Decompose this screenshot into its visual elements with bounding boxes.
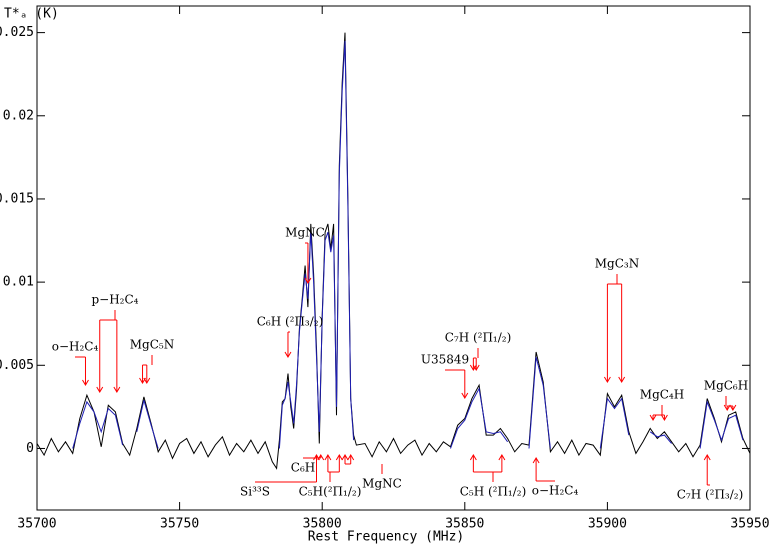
arrow-head [341,454,349,461]
arrow-head [469,454,477,461]
y-tick-label: 0.005 [0,358,34,373]
y-tick-label: 0.015 [0,191,34,206]
arrow-head [649,414,657,421]
arrow-head [317,454,325,461]
arrow-head [113,386,121,393]
x-axis-label: Rest Frequency (MHz) [308,530,465,545]
arrow-head [324,454,332,461]
annotation-label: o−H₂C₄ [52,340,99,354]
annotation-label: C₇H (²Π₃/₂) [677,488,744,502]
arrow-head [618,376,626,383]
x-tick-label: 35900 [588,517,627,532]
arrow-head [661,414,668,421]
spectrum-line [599,397,630,449]
arrow-head [96,386,104,393]
arrow-head [723,404,731,411]
spectrum-line [528,356,551,449]
annotation-label: Si³³S [240,485,270,499]
x-tick-label: 35850 [445,517,484,532]
arrow-head [143,377,151,384]
y-tick-label: 0.025 [0,25,34,40]
y-tick-label: 0.02 [3,108,34,123]
annotation-label: MgNC [362,477,402,491]
annotation-label: U35849 [421,353,469,367]
plot-frame [36,5,751,511]
annotation-label: C₅H (²Π₁/₂) [460,485,527,499]
spectrum-line [450,387,509,449]
x-tick-label: 35800 [303,517,342,532]
x-tick-label: 35700 [17,517,56,532]
annotation-label: C₆H (²Π₃/₂) [257,315,324,329]
y-axis-label: T*ₐ (K) [4,7,59,22]
y-tick-label: 0 [26,441,34,456]
annotation-label: MgNC [285,226,325,240]
spectrum-line [699,399,744,449]
arrow-head [703,454,711,461]
annotation-label: MgC₃N [595,257,639,271]
arrow-head [347,454,355,461]
arrow-head [82,379,89,386]
y-tick-label: 0.01 [3,275,34,290]
arrow-head [469,364,477,371]
arrow-head [472,364,480,371]
arrow-head [335,454,343,461]
arrow-head [498,454,506,461]
annotation-label: C₆H [291,461,315,475]
spectrum-line [72,400,124,449]
annotation-label: C₇H (²Π₁/₂) [445,331,512,345]
arrow-head [284,351,292,358]
arrow-head [461,392,469,399]
annotation-label: MgC₄H [640,388,684,402]
arrow-head [603,376,611,383]
spectrum-line [649,431,672,444]
x-tick-label: 35950 [730,517,769,532]
annotation-label: C₅H(²Π₁/₂) [299,485,362,499]
arrow-head [304,277,312,284]
annotation-label: o−H₂C₄ [532,484,579,498]
spectrum-line [36,32,751,470]
arrow-head [532,457,540,464]
annotation-label: MgC₆H [704,379,748,393]
spectrum-line [278,40,355,449]
annotation-label: MgC₅N [130,338,174,352]
arrow-head [729,404,737,411]
spectrum-line [136,400,159,449]
annotation-label: p−H₂C₄ [91,293,138,307]
x-tick-label: 35750 [160,517,199,532]
